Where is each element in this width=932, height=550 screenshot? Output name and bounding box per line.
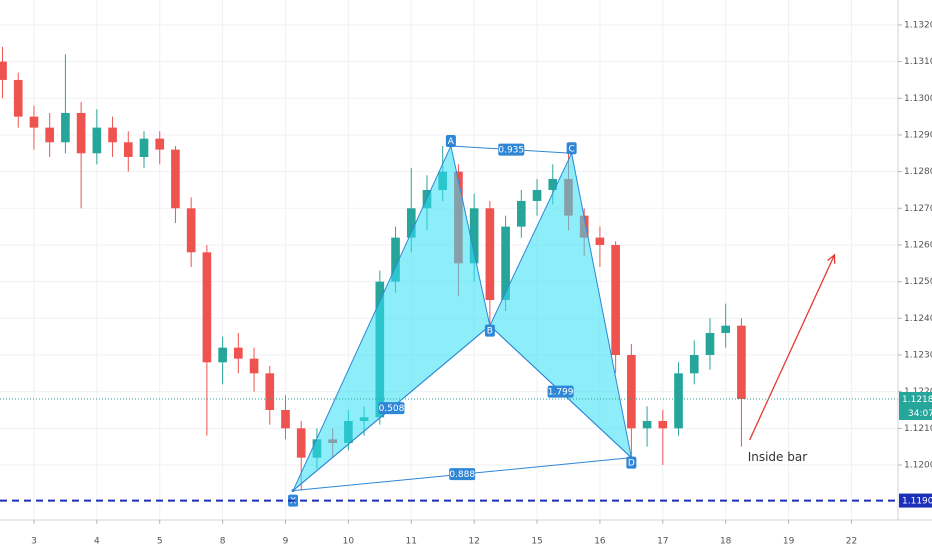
candle-body	[595, 237, 605, 245]
candle-body	[265, 373, 275, 410]
price-label: 1.12180	[902, 395, 932, 405]
candle-body	[29, 116, 39, 128]
y-tick-label: 1.13200	[904, 20, 932, 30]
ratio-label-box	[378, 402, 405, 415]
candle-body	[45, 127, 55, 143]
candle-body	[469, 208, 479, 264]
candle-body	[532, 189, 542, 201]
annotation: Inside bar	[748, 450, 808, 464]
arrow-head	[827, 253, 836, 264]
y-tick-label: 1.12600	[904, 240, 932, 250]
x-tick-label: 10	[343, 537, 355, 547]
x-tick-label: 11	[406, 537, 417, 547]
x-tick-label: 4	[94, 537, 100, 547]
candle-body	[0, 61, 7, 80]
candle-body	[627, 354, 636, 429]
x-tick-label: 19	[783, 537, 795, 547]
candle-body	[202, 252, 212, 363]
ratio-label: 0.888	[449, 470, 475, 480]
point-label: X	[290, 497, 296, 507]
point-label-box	[566, 142, 577, 155]
point-label-box	[626, 456, 637, 469]
ratio-label: 0.508	[379, 404, 405, 414]
candle-body	[171, 149, 180, 209]
ratio-label: 0.935	[498, 146, 524, 156]
x-tick-label: 3	[31, 537, 37, 547]
y-tick-label: 1.12400	[904, 314, 932, 324]
point-label: C	[568, 144, 574, 154]
candle-body	[123, 142, 133, 157]
candle-body	[13, 79, 23, 117]
y-tick-label: 1.12100	[904, 424, 932, 434]
candle-body	[406, 208, 416, 238]
candle-body	[516, 200, 526, 227]
point-label: B	[487, 327, 493, 337]
candle-body	[674, 373, 683, 429]
ratio-label-box	[498, 143, 525, 156]
x-tick-label: 12	[468, 537, 479, 547]
price-label-box	[899, 391, 932, 406]
candle-body	[485, 208, 495, 300]
pattern-point	[291, 489, 295, 493]
x-tick-label: 16	[594, 537, 606, 547]
candle-body	[737, 325, 746, 399]
point-label: D	[628, 459, 635, 469]
candle-body	[501, 226, 510, 300]
x-tick-label: 8	[220, 537, 226, 547]
candle-body	[721, 325, 731, 333]
candle-body	[391, 237, 400, 282]
x-tick-label: 22	[846, 537, 857, 547]
candle-body	[155, 138, 165, 150]
countdown: 34:07	[908, 409, 932, 419]
candle-body	[548, 178, 558, 190]
candle-body	[642, 420, 652, 429]
x-tick-label: 15	[531, 537, 542, 547]
candle-body	[658, 420, 668, 429]
candle-body	[689, 354, 699, 374]
ratio-label-box	[449, 468, 476, 481]
candle-body	[139, 138, 149, 157]
candle-body	[611, 244, 620, 355]
candle-body	[61, 112, 70, 143]
candle-body	[186, 208, 196, 253]
support-label-box	[899, 493, 932, 508]
support-label: 1.11903	[902, 497, 932, 507]
x-tick-label: 18	[720, 537, 732, 547]
y-tick-label: 1.12900	[904, 130, 932, 140]
x-tick-label: 17	[657, 537, 668, 547]
point-label-box	[445, 134, 456, 147]
point-label-box	[484, 324, 495, 337]
candle-body	[705, 332, 715, 355]
countdown-box	[899, 405, 932, 420]
x-tick-label: 5	[157, 537, 163, 547]
candle-body	[234, 347, 243, 359]
y-tick-label: 1.12800	[904, 167, 932, 177]
candle-body	[218, 347, 227, 363]
candle-body	[108, 127, 117, 143]
y-tick-label: 1.13100	[904, 57, 932, 67]
y-tick-label: 1.12300	[904, 350, 932, 360]
y-tick-label: 1.12700	[904, 204, 932, 214]
trend-arrow	[749, 254, 836, 441]
plot: 0.508 0.935 1.799 0.888 X A B C D Inside bar	[0, 46, 898, 507]
candle-body	[296, 428, 306, 458]
candle-body	[281, 409, 290, 429]
ratio-label-box	[547, 385, 574, 398]
ratio-label: 1.799	[548, 388, 574, 398]
y-tick-label: 1.12000	[904, 460, 932, 470]
candle-body	[249, 358, 259, 374]
candle-body	[76, 112, 86, 154]
y-tick-label: 1.13000	[904, 94, 932, 104]
x-tick-label: 9	[283, 537, 289, 547]
point-label: A	[448, 137, 455, 147]
y-tick-label: 1.12500	[904, 277, 932, 287]
candle-body	[92, 127, 102, 154]
